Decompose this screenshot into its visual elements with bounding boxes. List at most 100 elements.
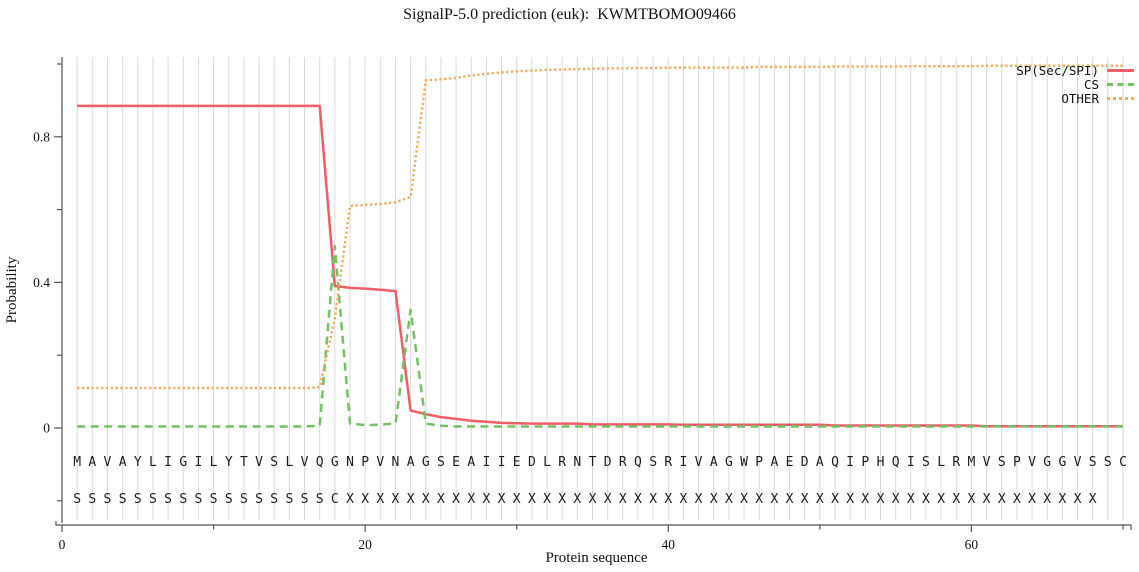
legend-item-other: OTHER — [1016, 92, 1134, 105]
sequence-residue-letter: I — [482, 455, 490, 470]
sequence-marker-letter: X — [770, 492, 778, 507]
sequence-marker-letter: S — [179, 492, 187, 507]
axes: 0 0.4 0.8 0 20 40 60 — [33, 57, 1132, 552]
sequence-marker-letter: X — [346, 492, 354, 507]
legend-label-other: OTHER — [1061, 91, 1099, 106]
y-tick-label: 0.4 — [33, 275, 50, 290]
sequence-residue-letter: G — [179, 455, 187, 470]
sequence-residue-letter: A — [88, 455, 96, 470]
sequence-marker-letter: X — [649, 492, 657, 507]
sequence-residue-letter: N — [346, 455, 354, 470]
sequence-marker-letter: X — [573, 492, 581, 507]
sequence-marker-letter: X — [452, 492, 460, 507]
sequence-residue-letter: D — [604, 455, 612, 470]
sequence-marker-letter: S — [134, 492, 142, 507]
sequence-marker-letter: S — [285, 492, 293, 507]
sequence-marker-letter: X — [952, 492, 960, 507]
sequence-marker-letter: X — [361, 492, 369, 507]
sequence-marker-letter: X — [1058, 492, 1066, 507]
sequence-marker-letter: X — [513, 492, 521, 507]
legend-item-cs: CS — [1016, 78, 1134, 91]
sequence-marker-letter: X — [1043, 492, 1051, 507]
sequence-marker-letter: S — [88, 492, 96, 507]
sequence-marker-letter: X — [740, 492, 748, 507]
legend-line-sample-dashed — [1107, 83, 1134, 86]
sequence-marker-letter: X — [604, 492, 612, 507]
sequence-residue-letter: E — [786, 455, 794, 470]
sequence-residue-letter: I — [680, 455, 688, 470]
sequence-residue-letter: E — [513, 455, 521, 470]
sequence-residue-letter: M — [968, 455, 976, 470]
sequence-marker-letter: X — [710, 492, 718, 507]
sequence-marker-letter: S — [149, 492, 157, 507]
sequence-residue-letter: Q — [831, 455, 839, 470]
sequence-residue-letter: L — [543, 455, 551, 470]
sequence-marker-letter: X — [922, 492, 930, 507]
sequence-marker-letter: X — [589, 492, 597, 507]
sequence-marker-letter: X — [861, 492, 869, 507]
sequence-marker-letter: X — [467, 492, 475, 507]
sequence-residue-letter: V — [301, 455, 309, 470]
sequence-residue-letter: Q — [316, 455, 324, 470]
sequence-marker-letter: X — [680, 492, 688, 507]
sequence-marker-letter: S — [194, 492, 202, 507]
x-axis-spine — [55, 521, 1132, 530]
sequence-marker-letter: X — [619, 492, 627, 507]
sequence-marker-letter: X — [816, 492, 824, 507]
sequence-residue-letter: I — [194, 455, 202, 470]
sequence-marker-letter: S — [240, 492, 248, 507]
sequence-residue-letter: V — [104, 455, 112, 470]
sequence-marker-letter: X — [786, 492, 794, 507]
sequence-residue-letter: I — [846, 455, 854, 470]
sequence-marker-letter: X — [392, 492, 400, 507]
y-axis-label: Probability — [4, 256, 20, 324]
sequence-marker-letter: X — [482, 492, 490, 507]
sequence-residue-letter: I — [498, 455, 506, 470]
sequence-marker-letter: X — [422, 492, 430, 507]
sequence-residue-letter: P — [755, 455, 763, 470]
legend: SP(Sec/SPI) CS OTHER — [1016, 64, 1134, 105]
sequence-residue-letter: V — [376, 455, 384, 470]
sequence-residue-letter: Q — [892, 455, 900, 470]
legend-label-sp: SP(Sec/SPI) — [1016, 63, 1099, 78]
sequence-marker-letter: X — [846, 492, 854, 507]
sequence-marker-letter: X — [664, 492, 672, 507]
sequence-residue-letter: G — [422, 455, 430, 470]
sequence-marker-letter: X — [1074, 492, 1082, 507]
sequence-residue-letter: R — [952, 455, 960, 470]
sequence-residue-letter: A — [816, 455, 824, 470]
sequence-residue-letter: T — [240, 455, 248, 470]
curve-cs — [77, 244, 1123, 428]
sequence-residue-letter: D — [801, 455, 809, 470]
sequence-residue-letter: S — [1089, 455, 1097, 470]
sequence-residue-letter: H — [877, 455, 885, 470]
sequence-residue-letter: Y — [134, 455, 142, 470]
sequence-marker-letter: X — [968, 492, 976, 507]
curve-sp-sec-spi — [77, 104, 1123, 428]
sequence-residue-letter: V — [1028, 455, 1036, 470]
sequence-residue-letter: V — [983, 455, 991, 470]
sequence-residue-letter: S — [922, 455, 930, 470]
y-tick-label: 0 — [43, 421, 50, 436]
sequence-residue-letter: L — [210, 455, 218, 470]
x-tick-label: 20 — [358, 537, 372, 552]
sequence-marker-letter: X — [634, 492, 642, 507]
gridlines — [76, 57, 1124, 520]
legend-item-sp: SP(Sec/SPI) — [1016, 64, 1134, 77]
y-tick-label: 0.8 — [33, 129, 50, 144]
sequence-marker-letter: X — [801, 492, 809, 507]
sequence-marker-letter: X — [831, 492, 839, 507]
sequence-residue-letter: G — [1058, 455, 1066, 470]
sequence-marker-letter: X — [558, 492, 566, 507]
sequence-marker-letter: S — [210, 492, 218, 507]
sequence-marker-letter: X — [937, 492, 945, 507]
sequence-marker-letter: X — [1013, 492, 1021, 507]
sequence-residue-letter: W — [740, 455, 748, 470]
sequence-residue-letter: S — [1104, 455, 1112, 470]
sequence-residue-letter: V — [1074, 455, 1082, 470]
sequence-residue-letter: S — [270, 455, 278, 470]
x-tick-label: 40 — [662, 537, 676, 552]
sequence-residue-letter: M — [73, 455, 81, 470]
